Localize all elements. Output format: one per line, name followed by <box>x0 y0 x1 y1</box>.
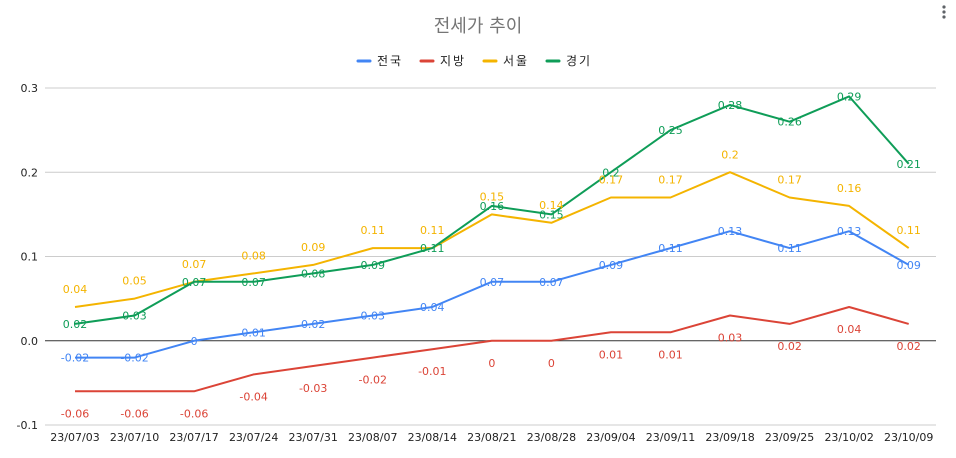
x-tick-label: 23/08/21 <box>467 431 516 444</box>
y-tick-label: -0.1 <box>17 419 38 432</box>
series-line <box>75 230 910 359</box>
data-label: 0.15 <box>480 190 505 203</box>
series-line <box>74 171 910 308</box>
data-label: 0.26 <box>777 116 802 129</box>
data-label: 0.09 <box>301 241 326 254</box>
data-label: 0.25 <box>658 124 683 137</box>
data-label: 0.29 <box>837 90 862 103</box>
legend-label: 지방 <box>440 54 466 68</box>
data-label: 0.13 <box>718 225 743 238</box>
data-label: 0.21 <box>896 158 921 171</box>
data-label: 0.01 <box>599 348 624 361</box>
data-label: -0.04 <box>239 390 267 403</box>
x-tick-label: 23/10/09 <box>884 431 933 444</box>
data-label: -0.06 <box>120 407 148 420</box>
data-label: 0.11 <box>361 224 386 237</box>
x-tick-label: 23/09/11 <box>646 431 695 444</box>
legend-label: 경기 <box>566 54 592 68</box>
data-label: 0.16 <box>480 200 505 213</box>
series-lines <box>74 95 910 393</box>
data-label: -0.02 <box>359 374 387 387</box>
data-label: 0.09 <box>361 259 386 272</box>
data-label: -0.02 <box>61 352 89 365</box>
grid-lines <box>45 87 936 426</box>
data-label: 0.07 <box>182 258 207 271</box>
y-tick-label: 0.1 <box>21 251 39 264</box>
data-label: -0.02 <box>120 352 148 365</box>
data-labels: -0.02 -0.02 0 0.01 0.02 0.03 0.04 0.07 0.07 0.09 0… <box>61 90 921 420</box>
data-label: 0.13 <box>837 225 862 238</box>
data-label: 0.07 <box>539 276 564 289</box>
data-label: 0.03 <box>361 309 386 322</box>
data-label: 0.28 <box>718 99 743 112</box>
x-tick-label: 23/07/24 <box>229 431 278 444</box>
y-tick-label: 0.0 <box>21 335 39 348</box>
data-label: 0.02 <box>777 340 802 353</box>
data-label: 0.17 <box>777 174 802 187</box>
data-label: -0.06 <box>180 407 208 420</box>
data-label: 0.04 <box>420 301 445 314</box>
data-label: 0 <box>488 357 495 370</box>
data-label: 0.07 <box>480 276 505 289</box>
data-label: 0.01 <box>658 348 683 361</box>
data-label: 0.11 <box>420 242 445 255</box>
x-tick-label: 23/07/03 <box>50 431 99 444</box>
y-axis: -0.1 0.0 0.1 0.2 0.3 <box>17 82 38 432</box>
data-label: 0.04 <box>837 323 862 336</box>
data-label: 0.11 <box>777 242 802 255</box>
x-tick-label: 23/07/10 <box>110 431 159 444</box>
x-tick-label: 23/09/18 <box>705 431 754 444</box>
chart-title: 전세가 추이 <box>434 16 523 37</box>
data-label: 0.2 <box>721 148 739 161</box>
data-label: 0.01 <box>241 326 266 339</box>
data-label: 0.14 <box>539 199 564 212</box>
y-tick-label: 0.3 <box>21 82 39 95</box>
data-label: 0 <box>548 357 555 370</box>
data-label: -0.03 <box>299 382 327 395</box>
data-label: 0.08 <box>301 267 326 280</box>
data-label: -0.06 <box>61 407 89 420</box>
legend-label: 전국 <box>377 54 403 68</box>
x-axis: 23/07/03 23/07/10 23/07/17 23/07/24 23/07/31… <box>50 431 933 444</box>
data-label: 0.11 <box>896 224 921 237</box>
x-tick-label: 23/07/31 <box>288 431 337 444</box>
data-label: 0.05 <box>122 275 147 288</box>
x-tick-label: 23/10/02 <box>824 431 873 444</box>
x-tick-label: 23/08/14 <box>408 431 457 444</box>
series-line <box>74 95 910 325</box>
data-label: 0.09 <box>599 259 624 272</box>
data-label: 0.15 <box>539 208 564 221</box>
data-label: 0 <box>191 335 198 348</box>
x-tick-label: 23/09/25 <box>765 431 814 444</box>
data-label: 0.16 <box>837 182 862 195</box>
data-label: 0.17 <box>658 174 683 187</box>
legend: 전국 지방 서울 경기 <box>356 54 592 68</box>
x-tick-label: 23/08/07 <box>348 431 397 444</box>
data-label: 0.09 <box>896 259 921 272</box>
data-label: 0.17 <box>599 174 624 187</box>
x-tick-label: 23/09/04 <box>586 431 635 444</box>
data-label: 0.04 <box>63 283 88 296</box>
data-label: -0.01 <box>418 365 446 378</box>
data-label: 0.02 <box>896 340 921 353</box>
x-tick-label: 23/08/28 <box>527 431 576 444</box>
y-tick-label: 0.2 <box>21 166 39 179</box>
data-label: 0.07 <box>241 276 266 289</box>
x-tick-label: 23/07/17 <box>169 431 218 444</box>
data-label: 0.2 <box>602 166 620 179</box>
data-label: 0.11 <box>420 224 445 237</box>
data-label: 0.02 <box>63 318 88 331</box>
more-vert-icon[interactable] <box>942 5 946 19</box>
data-label: 0.02 <box>301 318 326 331</box>
data-label: 0.08 <box>241 249 266 262</box>
data-label: 0.03 <box>718 331 743 344</box>
data-label: 0.03 <box>122 309 147 322</box>
legend-label: 서울 <box>503 54 529 68</box>
data-label: 0.11 <box>658 242 683 255</box>
series-line <box>75 306 909 393</box>
data-label: 0.07 <box>182 276 207 289</box>
